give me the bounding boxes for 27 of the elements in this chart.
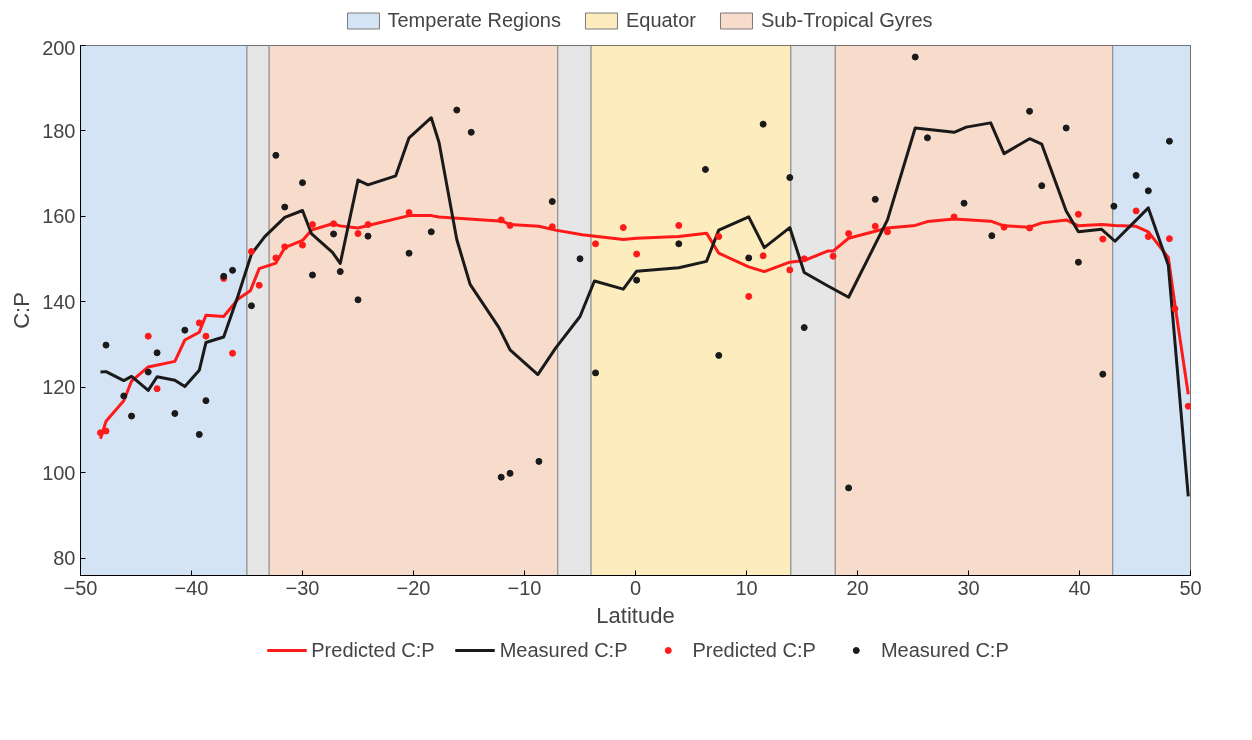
x-tick-label: −10 (507, 576, 542, 599)
y-tick-label: 120 (42, 376, 76, 399)
legend-label: Predicted C:P (311, 638, 435, 662)
legend-label: Sub-Tropical Gyres (760, 8, 933, 32)
legend-label: Predicted C:P (692, 638, 816, 662)
x-tick-label: 30 (957, 576, 980, 599)
x-tick-label: 50 (1179, 576, 1202, 599)
legend-label: Measured C:P (499, 638, 628, 662)
legend-label: Equator (625, 8, 696, 32)
y-tick-label: 200 (42, 36, 76, 59)
x-tick-label: −40 (174, 576, 209, 599)
x-tick-label: 0 (629, 576, 642, 599)
x-tick-label: −50 (63, 576, 98, 599)
x-tick-label: 20 (846, 576, 869, 599)
x-tick-label: 10 (735, 576, 758, 599)
y-tick-label: 80 (53, 547, 76, 570)
y-tick-label: 140 (42, 290, 76, 313)
y-tick-label: 160 (42, 205, 76, 228)
y-axis-title: C:P (9, 292, 35, 329)
y-tick-label: 180 (42, 119, 76, 142)
legend-label: Measured C:P (880, 638, 1009, 662)
x-tick-label: 40 (1068, 576, 1091, 599)
legend-label: Temperate Regions (387, 8, 561, 32)
x-tick-label: −30 (285, 576, 320, 599)
x-tick-label: −20 (396, 576, 431, 599)
x-axis-title: Latitude (596, 602, 675, 628)
y-tick-label: 100 (42, 461, 76, 484)
